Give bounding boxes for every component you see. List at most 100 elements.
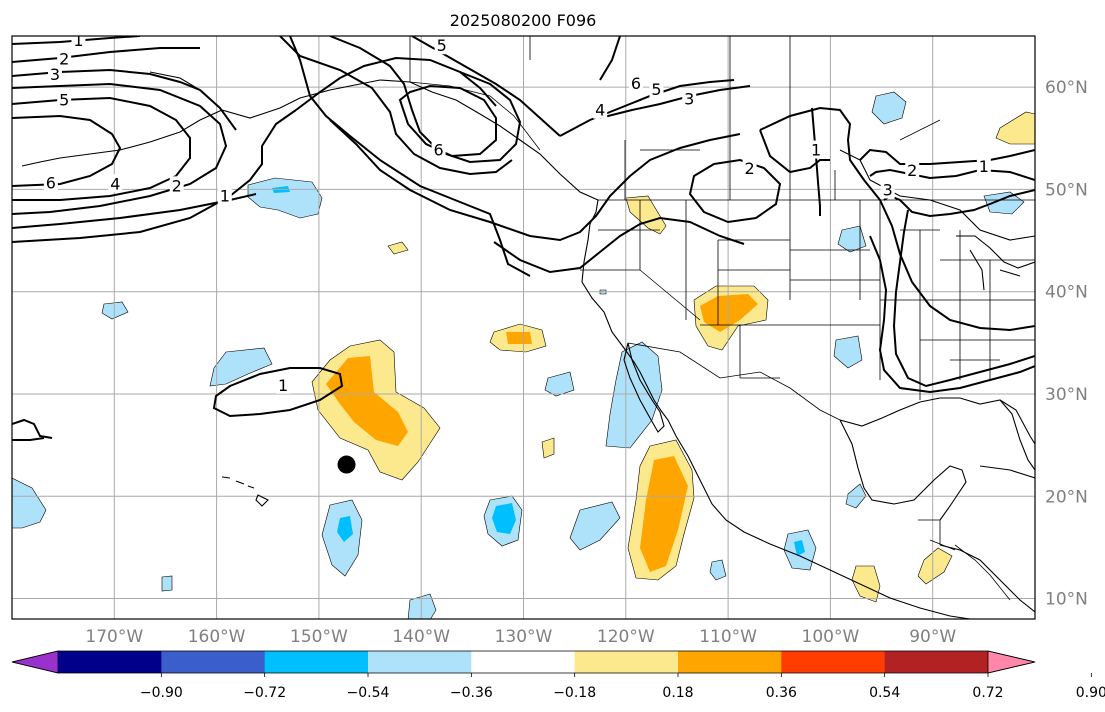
canada-province-borders — [529, 36, 941, 200]
gulf-of-mexico-coast — [839, 397, 1035, 521]
lat-tick-label: 30°N — [1045, 385, 1088, 405]
contour-line — [289, 36, 531, 277]
fill-patch — [12, 477, 47, 529]
contour-line — [869, 168, 1035, 181]
fill-patch — [247, 177, 323, 219]
figure-title: 2025080200 F096 — [450, 11, 597, 30]
fill-patch — [871, 91, 907, 125]
map-frame — [11, 35, 1036, 620]
contour-line — [12, 109, 297, 243]
lat-tick-label: 10°N — [1045, 590, 1088, 610]
contour-label: 2 — [172, 176, 182, 195]
contour-label-bg — [434, 36, 449, 55]
contour-label: 5 — [59, 90, 69, 109]
contour-line — [279, 36, 513, 176]
colorbar-tick-label: 0.90 — [1076, 685, 1105, 701]
colorbar-outline — [11, 650, 1036, 674]
negative-anomaly-cores — [272, 186, 805, 556]
contour-label-bg — [169, 176, 184, 195]
contour-label: 4 — [595, 101, 605, 120]
contour-line — [12, 437, 45, 441]
fill-patch — [387, 241, 409, 255]
colorbar-tick-label: −0.18 — [553, 685, 596, 701]
lat-tick-label: 20°N — [1045, 487, 1088, 507]
fill-core — [337, 516, 353, 542]
colorbar-tick-labels: −0.90 −0.72 −0.54 −0.36 −0.18 0.18 0.36 0.54 0.7… — [140, 673, 1105, 701]
colorbar-tick-label: 0.18 — [662, 685, 693, 701]
contour-label: 2 — [744, 159, 754, 178]
contour-line — [12, 418, 53, 439]
contour-label-bg — [809, 140, 824, 159]
contour-label-bg — [57, 49, 72, 68]
fill-patch — [569, 501, 621, 551]
fill-patch — [917, 547, 953, 585]
contour-line — [859, 148, 1035, 165]
contour-label-bg — [905, 161, 920, 180]
colorbar-bin — [574, 651, 679, 673]
lon-tick-label: 160°W — [188, 627, 246, 647]
lat-tick-labels: 10°N 20°N 30°N 40°N 50°N 60°N — [1045, 78, 1088, 609]
fill-patch — [161, 575, 173, 592]
contour-label: 3 — [684, 89, 694, 108]
lon-tick-label: 120°W — [597, 627, 655, 647]
great-lakes — [956, 235, 1035, 291]
colorbar-bin — [678, 651, 782, 673]
pacific-coast — [581, 199, 971, 619]
contour-label: 1 — [73, 31, 83, 50]
contour-label-bg — [217, 186, 232, 205]
contour-label: 4 — [110, 174, 120, 193]
alaska-coast — [149, 71, 599, 201]
baja-california — [623, 342, 665, 433]
contour-line — [599, 36, 621, 81]
contour-line — [12, 114, 122, 187]
fill-core — [492, 503, 516, 534]
fill-patch — [833, 335, 863, 369]
contour-label-bg — [880, 180, 895, 199]
contour-line — [811, 107, 821, 216]
us-mexico-border — [627, 342, 841, 421]
fill-patch — [541, 437, 555, 459]
lon-tick-label: 140°W — [392, 627, 450, 647]
contour-line — [892, 209, 1035, 388]
fill-core — [794, 540, 805, 556]
lon-tick-labels: 170°W 160°W 150°W 140°W 130°W 120°W 110°W 100°W… — [85, 627, 956, 647]
contour-line — [329, 119, 741, 242]
contour-line — [12, 82, 228, 215]
contour-line — [599, 85, 751, 119]
fill-patch — [625, 195, 667, 235]
contour-label-bg — [976, 156, 991, 175]
contour-line — [12, 47, 200, 63]
lon-tick-label: 90°W — [909, 627, 956, 647]
contour-line — [869, 235, 1035, 394]
contour-line — [12, 96, 191, 201]
colorbar-bin — [471, 651, 576, 673]
cuba — [979, 465, 1035, 479]
contour-label-bg — [431, 140, 446, 159]
contour-label-bg — [43, 173, 58, 192]
contour-line — [12, 193, 257, 229]
contour-line — [295, 56, 497, 111]
colorbar-bin — [264, 651, 369, 673]
contour-label-bg — [276, 375, 291, 394]
contour-label: 5 — [651, 80, 661, 99]
colorbar — [11, 650, 1036, 674]
lon-tick-label: 150°W — [290, 627, 348, 647]
height-contours — [12, 36, 1035, 441]
colorbar-tick-label: −0.72 — [243, 685, 286, 701]
lon-tick-label: 100°W — [802, 627, 860, 647]
lat-tick-label: 50°N — [1045, 180, 1088, 200]
lon-tick-label: 130°W — [495, 627, 553, 647]
central-america-coast — [939, 544, 1035, 613]
florida — [999, 399, 1035, 445]
contour-label-bg — [682, 89, 697, 108]
fill-patch — [605, 341, 663, 449]
hawaii-islands — [221, 476, 269, 507]
contour-line — [493, 216, 745, 274]
contour-line — [759, 129, 830, 174]
contour-line — [688, 158, 782, 224]
colorbar-tick-label: −0.36 — [450, 685, 493, 701]
gridlines — [12, 36, 1035, 619]
lat-tick-label: 60°N — [1045, 78, 1088, 98]
